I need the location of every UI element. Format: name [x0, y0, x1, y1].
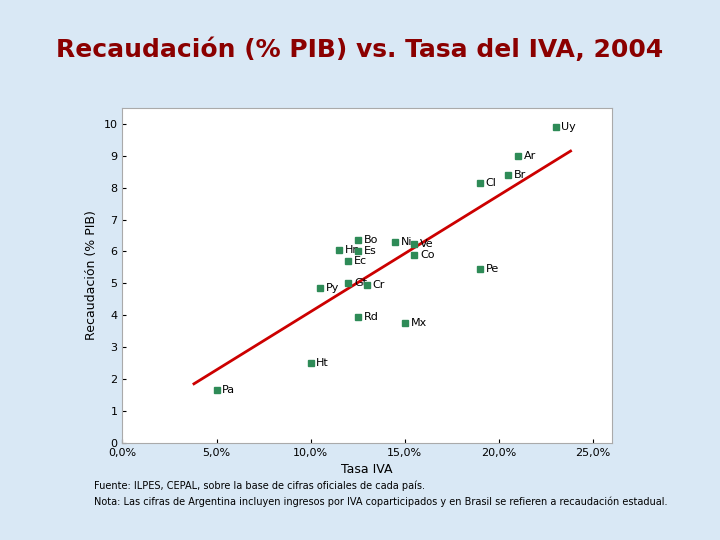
Text: Ve: Ve: [420, 239, 433, 248]
Text: Hn: Hn: [345, 245, 360, 255]
Text: Rd: Rd: [364, 312, 378, 322]
Text: Pe: Pe: [486, 264, 499, 274]
Text: Co: Co: [420, 249, 434, 260]
Text: Cl: Cl: [486, 178, 497, 188]
Y-axis label: Recaudación (% PIB): Recaudación (% PIB): [85, 211, 98, 340]
Text: Bo: Bo: [364, 235, 378, 245]
Text: Ni: Ni: [401, 237, 413, 247]
X-axis label: Tasa IVA: Tasa IVA: [341, 463, 393, 476]
Text: Nota: Las cifras de Argentina incluyen ingresos por IVA coparticipados y en Bras: Nota: Las cifras de Argentina incluyen i…: [94, 496, 667, 507]
Text: Recaudación (% PIB) vs. Tasa del IVA, 2004: Recaudación (% PIB) vs. Tasa del IVA, 20…: [56, 38, 664, 62]
Text: Ht: Ht: [316, 358, 329, 368]
Text: Br: Br: [514, 170, 526, 180]
Text: Cr: Cr: [373, 280, 385, 290]
Text: Es: Es: [364, 246, 376, 256]
Text: Fuente: ILPES, CEPAL, sobre la base de cifras oficiales de cada país.: Fuente: ILPES, CEPAL, sobre la base de c…: [94, 480, 425, 491]
Text: Gt: Gt: [354, 279, 367, 288]
Text: Pa: Pa: [222, 385, 235, 395]
Text: Uy: Uy: [561, 122, 576, 132]
Text: Ec: Ec: [354, 256, 367, 266]
Text: Mx: Mx: [410, 318, 427, 328]
Text: Ar: Ar: [523, 151, 536, 161]
Text: Py: Py: [325, 283, 339, 293]
